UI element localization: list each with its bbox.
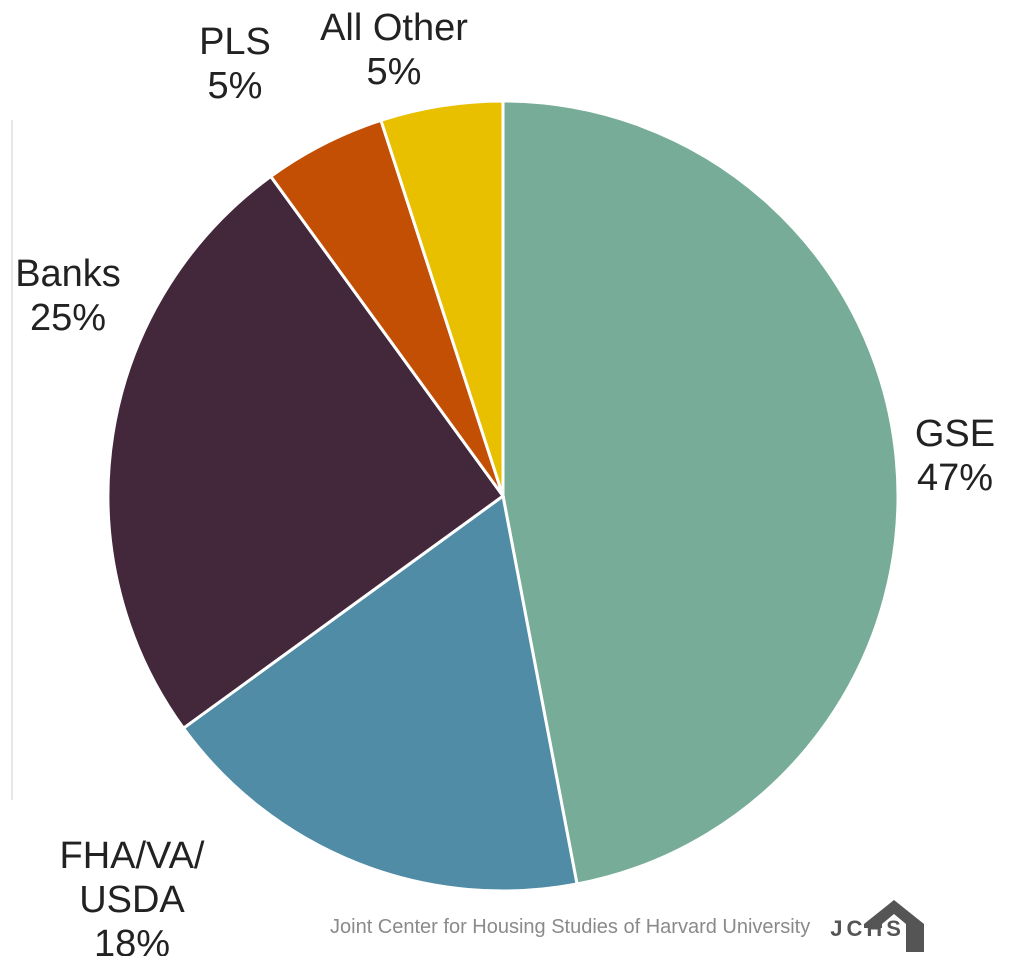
slice-label-gse: GSE 47% [915,413,995,499]
left-divider [11,120,13,800]
slice-value-label: 5% [367,51,422,93]
logo-text: JCHS [830,916,905,941]
slice-category-label: USDA [79,879,185,921]
slice-category-label: GSE [915,413,995,455]
house-icon [864,900,925,952]
slice-value-label: 47% [917,457,993,499]
slice-value-label: 5% [208,65,263,107]
source-footer: Joint Center for Housing Studies of Harv… [330,898,928,956]
pie-slice-gse [501,99,900,886]
slice-category-label: FHA/VA/ [60,835,205,877]
slice-category-label: All Other [320,7,468,49]
pie-slice-fha-va-usda [181,493,579,893]
slice-value-label: 25% [30,297,106,339]
pie-labels: GSE 47%FHA/VA/USDA 18%Banks 25%PLS 5%All Oth… [15,7,995,956]
slice-category-label: PLS [199,21,271,63]
pie-slice-all-other [379,99,505,497]
slice-label-fha-va-usda: FHA/VA/USDA 18% [60,835,205,956]
pie-slices [106,99,900,893]
slice-label-all-other: All Other 5% [320,7,468,93]
slice-value-label: 18% [94,923,170,956]
source-text: Joint Center for Housing Studies of Harv… [330,915,811,938]
pie-slice-banks [106,174,506,731]
slice-category-label: Banks [15,253,121,295]
slice-label-pls: PLS 5% [199,21,271,107]
slice-label-banks: Banks 25% [15,253,121,339]
jchs-logo: JCHS [828,898,928,956]
